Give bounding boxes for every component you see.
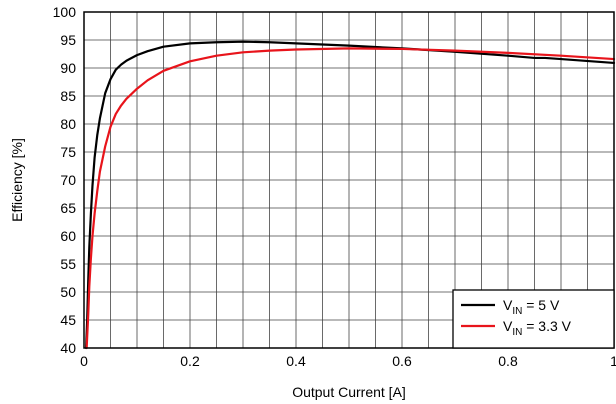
y-tick-label: 55 (60, 256, 76, 272)
y-axis-label: Efficiency [%] (9, 138, 25, 222)
y-tick-label: 100 (53, 4, 77, 20)
x-tick-label: 0.6 (392, 353, 412, 369)
y-tick-label: 75 (60, 144, 76, 160)
y-tick-label: 45 (60, 312, 76, 328)
plot-frame (83, 11, 615, 349)
legend-label-0: VIN = 5 V (503, 297, 560, 317)
y-tick-label: 65 (60, 200, 76, 216)
y-tick-label: 95 (60, 32, 76, 48)
x-tick-label: 0 (80, 353, 88, 369)
series-line-0 (85, 40, 616, 350)
series-line-1 (85, 47, 616, 350)
y-tick-label: 80 (60, 116, 76, 132)
legend-label-1: VIN = 3.3 V (503, 318, 572, 338)
x-tick-label: 0.2 (180, 353, 200, 369)
y-tick-label: 90 (60, 60, 76, 76)
y-tick-label: 40 (60, 340, 76, 356)
x-axis-label: Output Current [A] (292, 384, 406, 400)
y-tick-label: 50 (60, 284, 76, 300)
y-tick-label: 85 (60, 88, 76, 104)
y-tick-label: 70 (60, 172, 76, 188)
y-tick-labels: 40 45 50 55 60 65 70 75 80 85 90 95 100 (53, 4, 77, 356)
x-tick-labels: 0 0.2 0.4 0.6 0.8 1 (80, 353, 616, 369)
x-tick-label: 0.4 (286, 353, 306, 369)
legend-box (452, 289, 615, 349)
series-lines (85, 40, 616, 350)
y-tick-label: 60 (60, 228, 76, 244)
x-tick-label: 0.8 (498, 353, 518, 369)
x-tick-label: 1 (610, 353, 616, 369)
